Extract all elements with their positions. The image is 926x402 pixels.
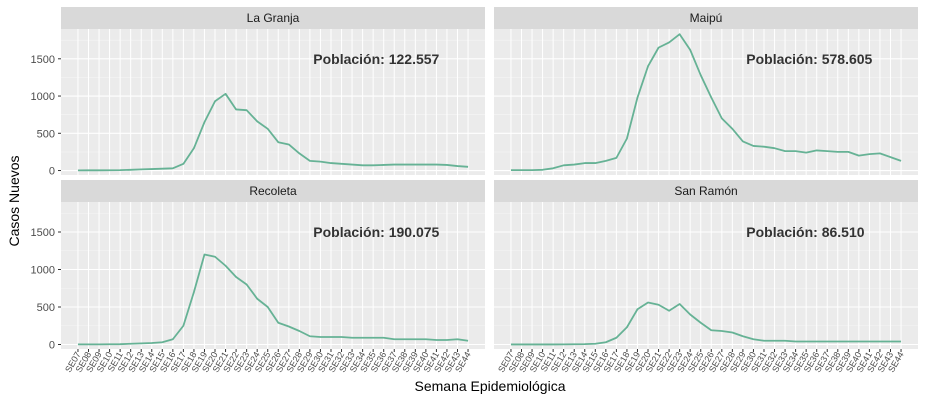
population-annotation: Población: 190.075 (313, 224, 439, 240)
facet-strip (494, 7, 918, 29)
series-line (510, 33, 902, 172)
facet-strip (494, 180, 918, 202)
population-annotation: Población: 86.510 (746, 224, 864, 240)
panel-background (494, 202, 918, 349)
y-tick-label: 0 (49, 166, 55, 178)
panel-background (61, 202, 485, 349)
y-axis-title: Casos Nuevos (6, 155, 22, 246)
panel-background (494, 29, 918, 175)
facet-strip (61, 7, 485, 29)
y-tick-label: 1500 (31, 227, 55, 239)
series-line (77, 253, 469, 346)
facet-title: Maipú (690, 11, 723, 25)
y-tick-label: 1500 (31, 54, 55, 66)
series-line (510, 301, 902, 346)
series-line (77, 92, 469, 172)
x-axis-title: Semana Epidemiológica (415, 378, 566, 394)
facet-strip (61, 180, 485, 202)
facet-title: La Granja (247, 11, 300, 25)
population-annotation: Población: 122.557 (313, 51, 439, 67)
panel-background (61, 29, 485, 175)
population-annotation: Población: 578.605 (746, 51, 872, 67)
facet-title: Recoleta (249, 184, 297, 198)
y-tick-label: 500 (37, 302, 55, 314)
y-tick-label: 1000 (31, 265, 55, 277)
y-tick-label: 0 (49, 340, 55, 352)
y-tick-label: 500 (37, 128, 55, 140)
facet-panels: La Granja Población: 122.557 0 500 1000 1500 M… (31, 7, 918, 374)
panel-2: Maipú Población: 578.605 (494, 7, 918, 175)
y-tick-label: 1000 (31, 91, 55, 103)
panel-1: La Granja Población: 122.557 0 500 1000 1500 (31, 7, 485, 178)
facet-title: San Ramón (674, 184, 737, 198)
